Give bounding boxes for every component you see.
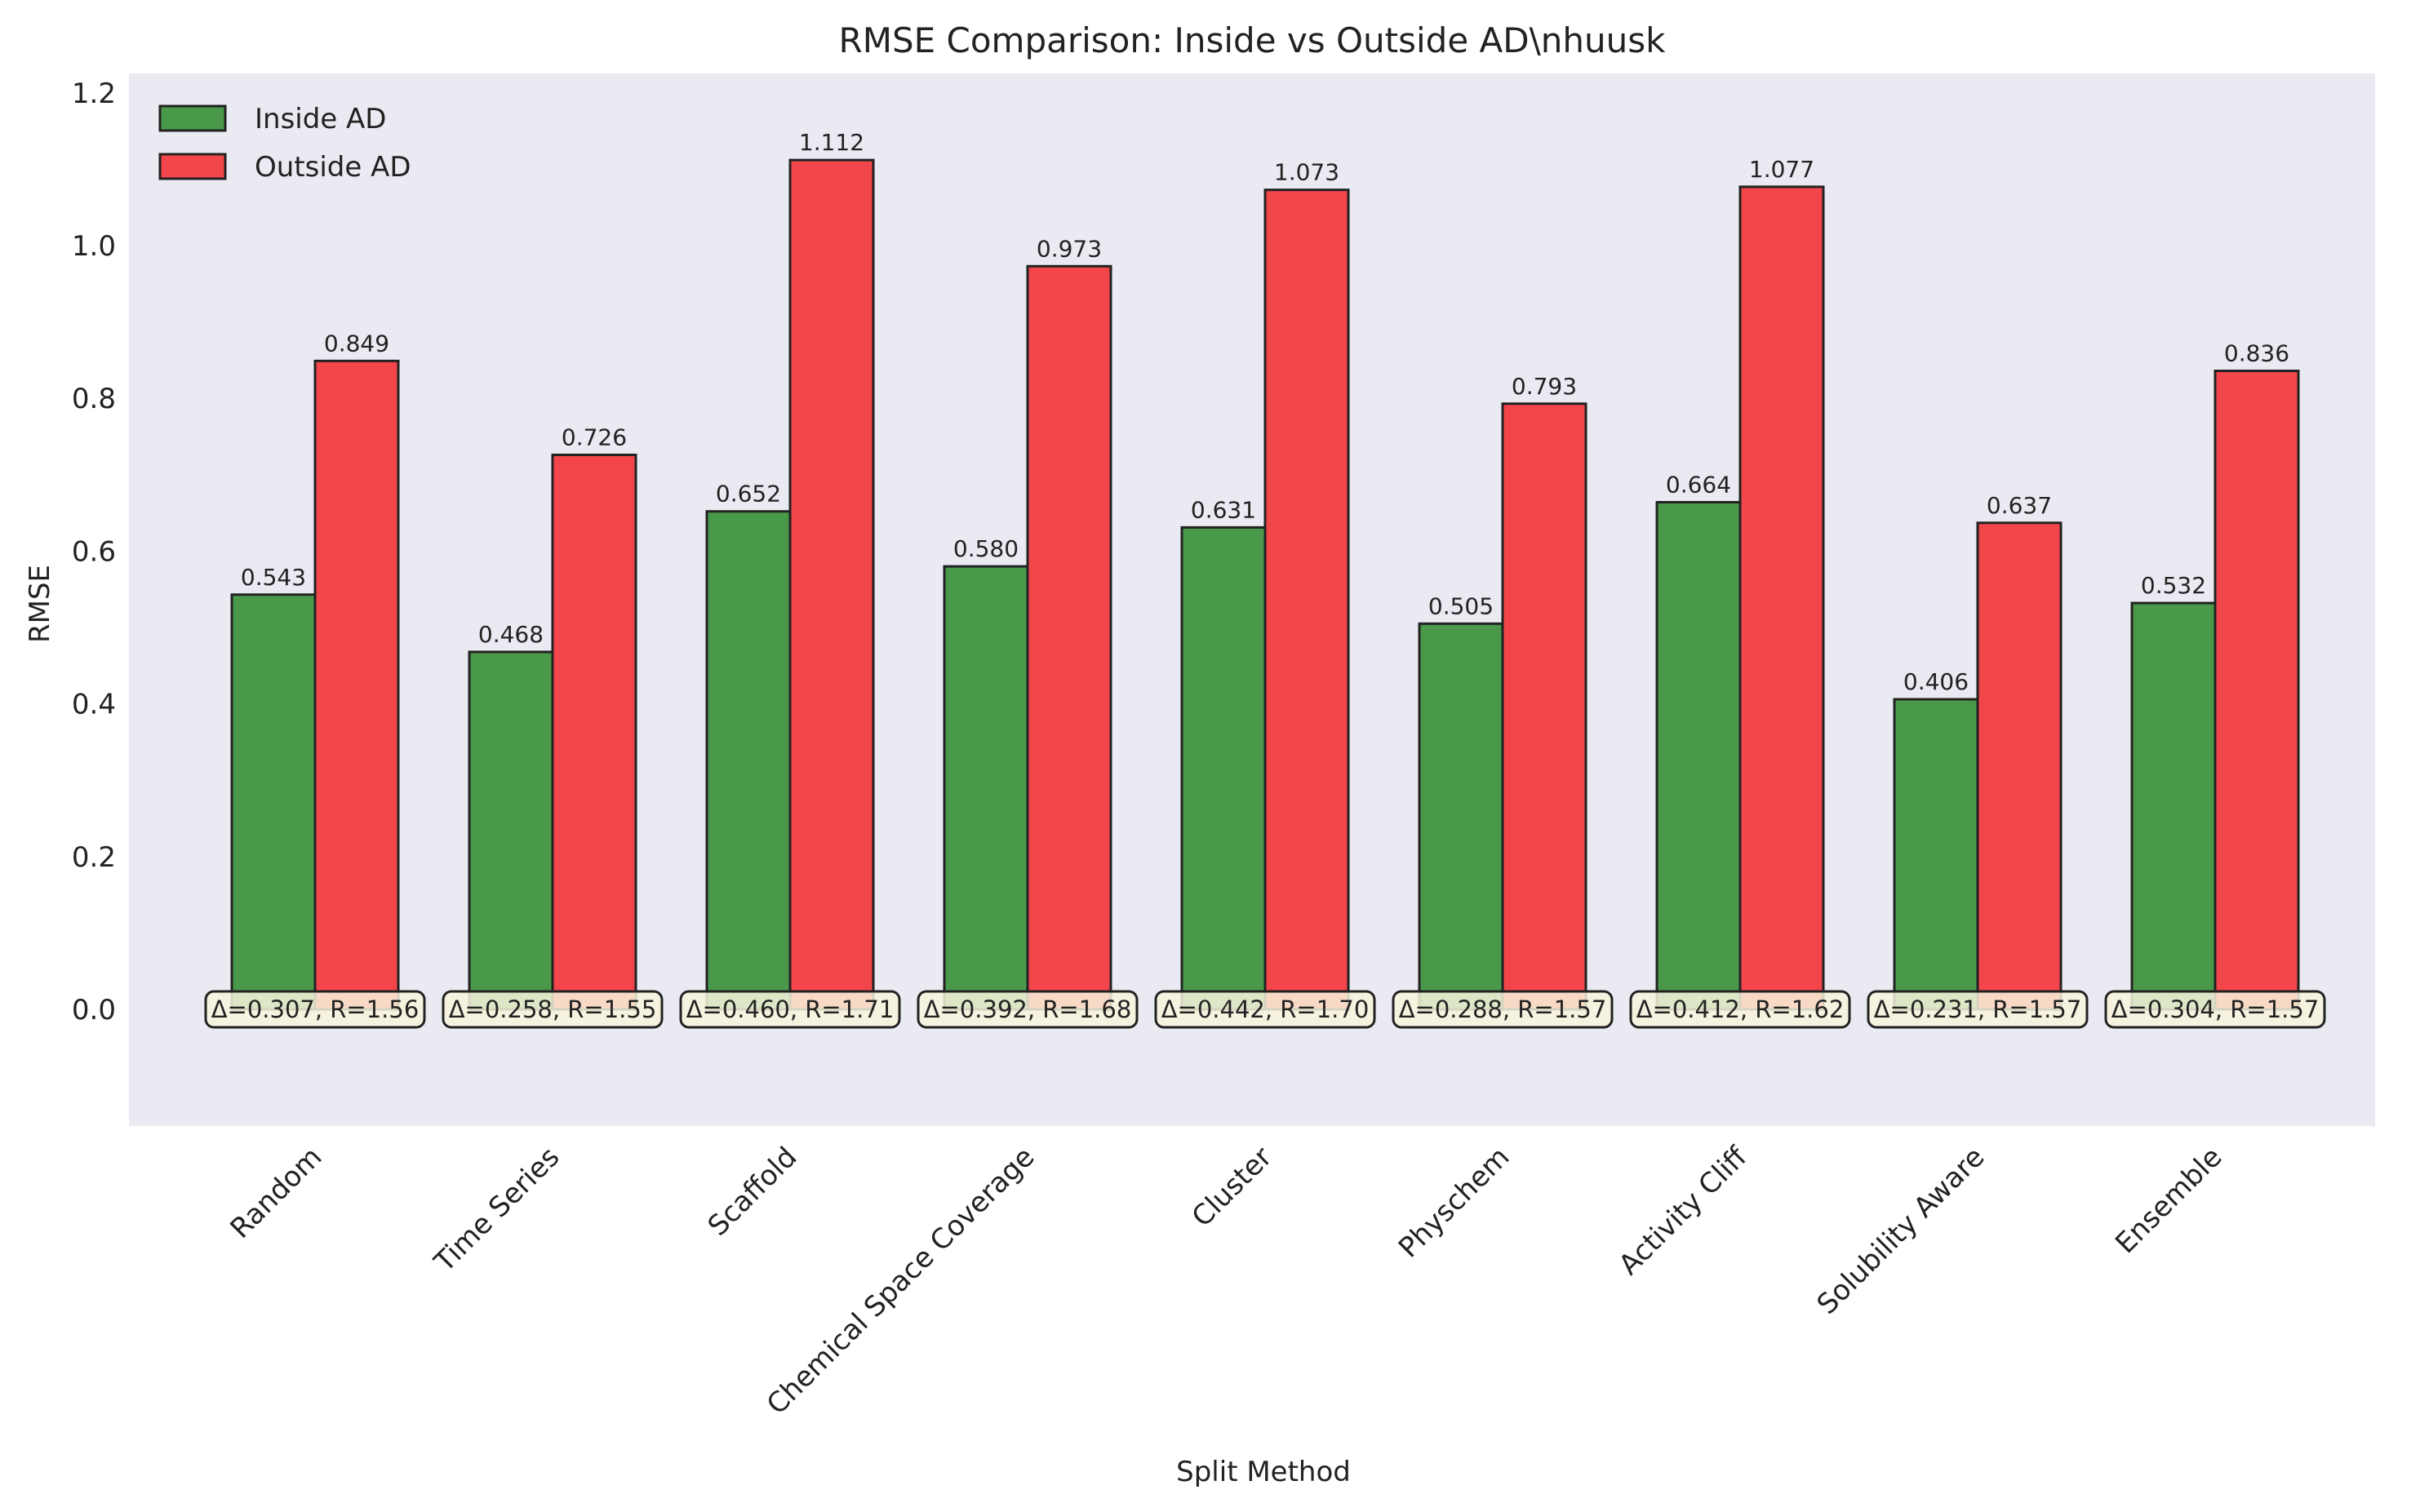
annotation-delta-ratio: Δ=0.412, R=1.62 (1636, 995, 1845, 1023)
bar-value-label: 0.543 (241, 564, 306, 591)
annotation-box (917, 990, 1139, 1029)
bar-value-label: 0.406 (1903, 668, 1969, 695)
y-tick-label: 1.2 (72, 78, 116, 110)
annotation-box (679, 990, 901, 1029)
annotation-box (1629, 990, 1851, 1029)
y-axis-label: RMSE (24, 565, 56, 643)
bar-value-label: 1.073 (1274, 159, 1339, 186)
annotation-delta-ratio: Δ=0.392, R=1.68 (924, 995, 1132, 1023)
annotations-layer: Δ=0.307, R=1.56 Δ=0.258, R=1.55 Δ=0.460, R… (204, 990, 2326, 1029)
bar-value-label: 0.793 (1512, 373, 1577, 400)
bar-value-label: 1.112 (799, 129, 864, 156)
bar-outside-ad-scaffold (788, 158, 875, 1011)
annotation-delta-ratio: Δ=0.442, R=1.70 (1161, 995, 1370, 1023)
annotation-box (1867, 990, 2089, 1029)
bar-inside-ad-random (230, 593, 317, 1011)
bar-outside-ad-physchem (1501, 402, 1587, 1011)
bar-inside-ad-time-series (468, 650, 554, 1011)
bar-value-label: 0.726 (562, 423, 627, 450)
x-tick-label-scaffold: Scaffold (702, 1141, 804, 1243)
bar-value-label: 0.836 (2224, 340, 2289, 367)
annotation-delta-ratio: Δ=0.231, R=1.57 (1874, 995, 2082, 1023)
x-tick-label-physchem: Physchem (1392, 1141, 1516, 1264)
legend-label-inside-ad: Inside AD (255, 103, 386, 135)
bar-inside-ad-activity-cliff (1655, 500, 1742, 1011)
x-axis-label: Split Method (1176, 1456, 1351, 1488)
annotation-box (2104, 990, 2326, 1029)
y-tick-label: 1.0 (72, 230, 116, 263)
bar-value-label: 0.468 (478, 621, 544, 648)
annotation-box (1154, 990, 1376, 1029)
bar-value-label: 0.631 (1191, 496, 1256, 523)
y-axis-ticks: 0.0 0.2 0.4 0.6 0.8 1.0 1.2 (72, 78, 116, 1026)
annotation-box (204, 990, 426, 1029)
bar-outside-ad-time-series (551, 453, 637, 1011)
bar-inside-ad-chemical-space-coverage (943, 565, 1029, 1011)
y-tick-label: 0.6 (72, 535, 116, 568)
legend-swatch-outside-ad (158, 153, 227, 180)
bar-value-label: 0.580 (953, 535, 1019, 562)
x-tick-label-time-series: Time Series (428, 1141, 566, 1279)
annotation-delta-ratio: Δ=0.304, R=1.57 (2111, 995, 2320, 1023)
y-tick-label: 0.2 (72, 841, 116, 874)
legend: Inside AD Outside AD (158, 103, 411, 184)
legend-swatch-inside-ad (158, 104, 227, 132)
x-tick-label-chemical-space-coverage: Chemical Space Coverage (761, 1141, 1041, 1421)
annotation-delta-ratio: Δ=0.288, R=1.57 (1399, 995, 1607, 1023)
bar-outside-ad-ensemble (2214, 370, 2300, 1011)
bar-inside-ad-physchem (1418, 622, 1504, 1011)
annotation-box (1392, 990, 1614, 1029)
legend-label-outside-ad: Outside AD (255, 151, 411, 184)
x-tick-label-random: Random (224, 1141, 329, 1245)
bar-value-label: 0.849 (324, 330, 389, 357)
bar-value-label: 0.532 (2141, 572, 2206, 599)
chart-title: RMSE Comparison: Inside vs Outside AD\nh… (839, 20, 1667, 60)
x-tick-label-cluster: Cluster (1186, 1141, 1279, 1234)
bar-outside-ad-cluster (1263, 188, 1350, 1011)
bar-value-label: 0.664 (1666, 471, 1731, 498)
bar-inside-ad-ensemble (2130, 601, 2217, 1011)
bar-value-label: 1.077 (1749, 156, 1814, 183)
bar-inside-ad-solubility-aware (1893, 698, 1979, 1011)
bar-outside-ad-chemical-space-coverage (1026, 264, 1112, 1011)
bar-value-label: 0.973 (1037, 235, 1102, 262)
x-tick-label-solubility-aware: Solubility Aware (1811, 1141, 1992, 1321)
bar-outside-ad-random (313, 359, 400, 1011)
y-tick-label: 0.0 (72, 994, 116, 1026)
bar-inside-ad-cluster (1180, 525, 1267, 1011)
annotation-delta-ratio: Δ=0.307, R=1.56 (211, 995, 420, 1023)
bars-layer: 0.543 0.849 0.468 0.726 0.652 1.112 0.580 0.973… (230, 129, 2300, 1011)
y-tick-label: 0.4 (72, 689, 116, 721)
annotation-box (442, 990, 664, 1029)
bar-value-label: 0.652 (716, 481, 781, 508)
bar-value-label: 0.505 (1428, 592, 1494, 619)
annotation-delta-ratio: Δ=0.460, R=1.71 (686, 995, 895, 1023)
annotation-delta-ratio: Δ=0.258, R=1.55 (449, 995, 657, 1023)
bar-value-label: 0.637 (1987, 492, 2052, 519)
bar-outside-ad-activity-cliff (1738, 185, 1825, 1011)
y-tick-label: 0.8 (72, 383, 116, 415)
bar-inside-ad-scaffold (705, 510, 792, 1011)
x-tick-label-ensemble: Ensemble (2109, 1141, 2228, 1260)
bar-outside-ad-solubility-aware (1976, 521, 2063, 1011)
x-tick-label-activity-cliff: Activity Cliff (1613, 1140, 1755, 1282)
